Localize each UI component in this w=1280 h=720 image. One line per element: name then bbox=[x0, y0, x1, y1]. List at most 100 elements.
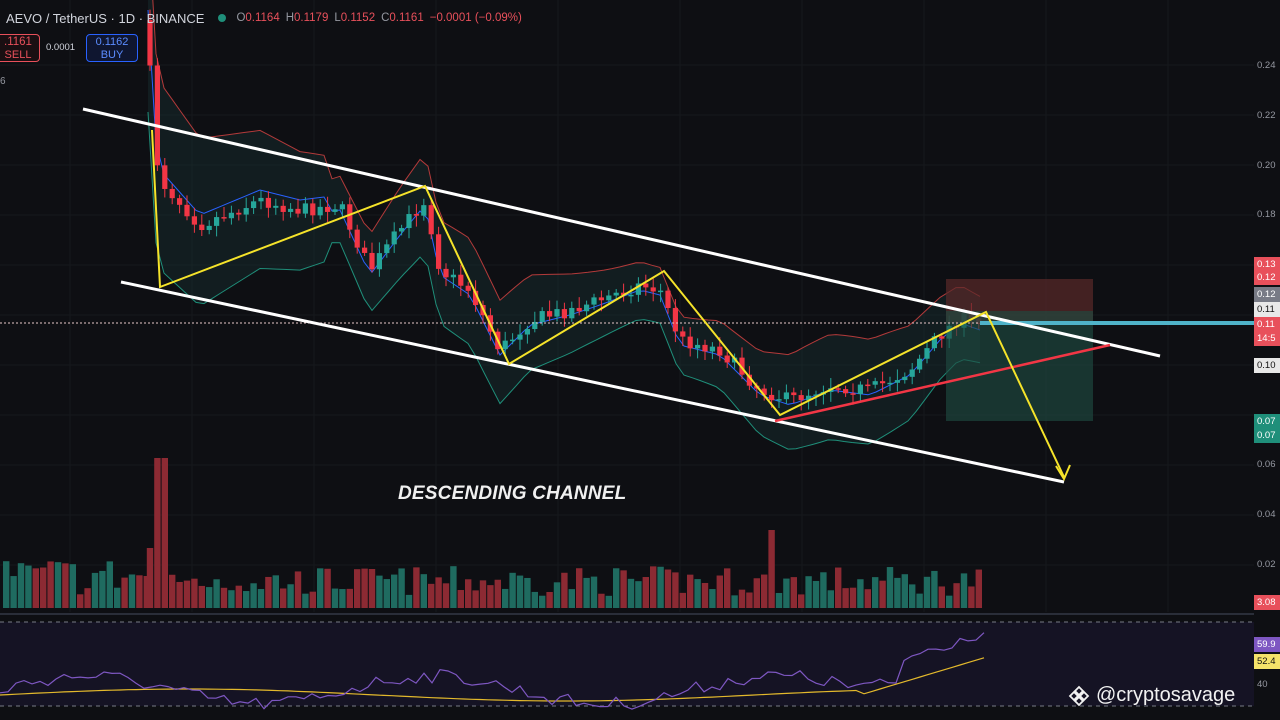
volume-bar bbox=[650, 566, 657, 608]
volume-bar bbox=[642, 577, 649, 608]
candle-body bbox=[746, 374, 752, 386]
candle-body bbox=[569, 307, 575, 319]
candle-body bbox=[288, 208, 294, 212]
volume-bar bbox=[805, 576, 812, 608]
volume-bar bbox=[77, 594, 84, 608]
volume-bar bbox=[398, 568, 405, 608]
candle-body bbox=[709, 346, 715, 352]
candle-body bbox=[917, 358, 923, 370]
volume-bar bbox=[235, 585, 242, 608]
candle-body bbox=[265, 197, 271, 208]
volume-bar bbox=[324, 568, 331, 608]
volume-bar bbox=[339, 589, 346, 608]
volume-bar bbox=[798, 594, 805, 608]
candle-body bbox=[931, 336, 937, 349]
volume-bar bbox=[946, 595, 953, 608]
volume-bar bbox=[128, 574, 136, 608]
volume-bar bbox=[916, 593, 923, 608]
candle-body bbox=[450, 274, 456, 278]
volume-bar bbox=[753, 578, 760, 608]
volume-bar bbox=[383, 579, 390, 608]
volume-bar bbox=[198, 585, 205, 608]
candle-body bbox=[857, 384, 863, 395]
candlesticks bbox=[147, 9, 982, 411]
rsi-moving-average bbox=[0, 657, 985, 702]
symbol-header[interactable]: AEVO / TetherUS · 1D · BINANCE O0.1164 H… bbox=[0, 8, 522, 28]
price-tag: 3.08 bbox=[1254, 595, 1280, 610]
volume-bar bbox=[827, 590, 834, 608]
volume-bar bbox=[605, 595, 612, 608]
candle-body bbox=[717, 346, 723, 356]
axis-label: 0.18 bbox=[1257, 209, 1276, 220]
candle-body bbox=[436, 234, 442, 269]
candle-body bbox=[236, 212, 242, 215]
volume-bar bbox=[405, 594, 413, 608]
volume-bar bbox=[901, 574, 908, 608]
volume-bar bbox=[583, 577, 590, 608]
candle-body bbox=[894, 380, 900, 383]
volume-bar bbox=[10, 576, 17, 608]
volume-bar bbox=[69, 564, 76, 608]
volume-bar bbox=[923, 576, 931, 608]
volume-bar bbox=[857, 579, 864, 608]
volume-bar bbox=[265, 576, 272, 608]
candle-body bbox=[362, 247, 368, 253]
price-tag: 0.12 bbox=[1254, 270, 1280, 285]
volume-bar bbox=[376, 575, 383, 608]
volume-bar bbox=[509, 572, 516, 608]
symbol-title[interactable]: AEVO / TetherUS · 1D · BINANCE bbox=[6, 10, 205, 26]
candle-body bbox=[554, 309, 560, 317]
candle-body bbox=[584, 304, 590, 312]
volume-bar bbox=[287, 584, 294, 608]
volume-bar bbox=[40, 567, 47, 608]
volume-bar bbox=[546, 591, 553, 608]
candle-body bbox=[384, 244, 390, 254]
candle-body bbox=[317, 206, 323, 216]
volume-bar bbox=[664, 569, 672, 608]
candle-body bbox=[924, 348, 930, 359]
candle-body bbox=[154, 65, 160, 166]
candle-body bbox=[909, 369, 915, 377]
volume-bar bbox=[561, 572, 568, 608]
volume-bar bbox=[516, 575, 524, 608]
volume-bar bbox=[502, 588, 509, 608]
volume-bar bbox=[25, 565, 32, 608]
chart-annotation-title: DESCENDING CHANNEL bbox=[398, 483, 627, 504]
candle-body bbox=[880, 381, 886, 384]
candle-body bbox=[332, 209, 338, 212]
candle-body bbox=[243, 208, 249, 215]
axis-label: 0.02 bbox=[1257, 559, 1276, 570]
volume-bar bbox=[413, 567, 420, 608]
candle-body bbox=[761, 388, 767, 395]
volume-bar bbox=[391, 574, 398, 608]
price-tag: 0.07 bbox=[1254, 428, 1280, 443]
volume-bar bbox=[457, 590, 464, 608]
price-tag: 0.11 bbox=[1254, 317, 1280, 332]
price-tag: 59.9 bbox=[1254, 637, 1280, 652]
axis-label: 0.20 bbox=[1257, 160, 1276, 171]
candle-body bbox=[591, 297, 597, 305]
rsi-band bbox=[0, 622, 1254, 706]
volume-bar bbox=[783, 578, 790, 608]
candle-body bbox=[835, 388, 841, 390]
buy-price: 0.1162 bbox=[95, 36, 129, 48]
volume-bar bbox=[960, 573, 968, 608]
volume-bar bbox=[975, 569, 982, 608]
candle-body bbox=[635, 283, 641, 295]
volume-bar bbox=[472, 590, 479, 608]
sell-button[interactable]: .1161 SELL bbox=[0, 34, 40, 62]
high-key: H bbox=[285, 12, 295, 24]
bollinger-lower-band bbox=[147, 111, 981, 450]
volume-bar bbox=[220, 587, 228, 608]
volume-bar bbox=[820, 572, 827, 608]
buy-button[interactable]: 0.1162 BUY bbox=[86, 34, 138, 62]
volume-bar bbox=[435, 577, 442, 608]
volume-bar bbox=[849, 587, 857, 608]
price-tag: 0.12 bbox=[1254, 287, 1280, 302]
candle-body bbox=[524, 329, 530, 335]
price-tag: 0.10 bbox=[1254, 358, 1280, 373]
candle-body bbox=[902, 376, 908, 381]
volume-bar bbox=[143, 576, 150, 608]
watermark: @cryptosavage bbox=[1068, 684, 1235, 707]
